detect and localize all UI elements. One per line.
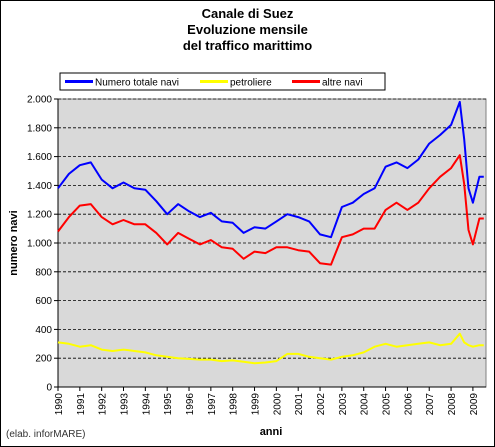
x-tick-label: 1994 <box>141 393 152 416</box>
x-tick-label: 1990 <box>54 393 65 416</box>
chart-title-line-1: Canale di Suez <box>201 6 294 21</box>
series-line-1 <box>57 332 484 365</box>
x-tick-label: 1992 <box>98 393 109 416</box>
x-tick-label: 2009 <box>469 393 480 416</box>
legend-label: altre navi <box>322 78 363 89</box>
y-tick-label: 2.000 <box>27 95 52 106</box>
series-line-0 <box>57 100 484 239</box>
x-tick-label: 1991 <box>76 393 87 416</box>
x-tick-label: 2000 <box>272 393 283 416</box>
x-tick-label: 2001 <box>294 393 305 416</box>
y-tick-label: 1.800 <box>27 123 52 134</box>
x-tick-label: 2004 <box>360 393 371 416</box>
x-tick-label: 2008 <box>447 393 458 416</box>
x-tick-label: 1998 <box>229 393 240 416</box>
x-axis-label: anni <box>260 426 283 438</box>
credit-label: (elab. inforMARE) <box>6 429 86 440</box>
x-tick-label: 1997 <box>207 393 218 416</box>
y-tick-label: 1.400 <box>27 181 52 192</box>
x-tick-label: 2003 <box>338 393 349 416</box>
y-tick-label: 600 <box>35 296 52 307</box>
y-tick-label: 800 <box>35 267 52 278</box>
legend-label: Numero totale navi <box>95 78 179 89</box>
chart-title-line-3: del traffico marittimo <box>182 38 313 53</box>
x-tick-label: 2006 <box>403 393 414 416</box>
x-tick-label: 1996 <box>185 393 196 416</box>
x-tick-label: 1999 <box>251 393 262 416</box>
y-axis-label: numero navi <box>8 210 20 275</box>
y-tick-label: 0 <box>46 383 52 394</box>
series-line-2 <box>57 154 484 266</box>
y-tick-label: 400 <box>35 325 52 336</box>
y-tick-label: 1.000 <box>27 239 52 250</box>
y-tick-label: 1.200 <box>27 210 52 221</box>
x-tick-label: 1993 <box>120 393 131 416</box>
chart-title-line-2: Evoluzione mensile <box>187 22 308 37</box>
x-tick-label: 2007 <box>425 393 436 416</box>
y-tick-label: 200 <box>35 354 52 365</box>
x-tick-label: 2005 <box>382 393 393 416</box>
x-tick-label: 2002 <box>316 393 327 416</box>
legend-label: petroliere <box>230 78 272 89</box>
x-tick-label: 1995 <box>163 393 174 416</box>
y-tick-label: 1.600 <box>27 152 52 163</box>
